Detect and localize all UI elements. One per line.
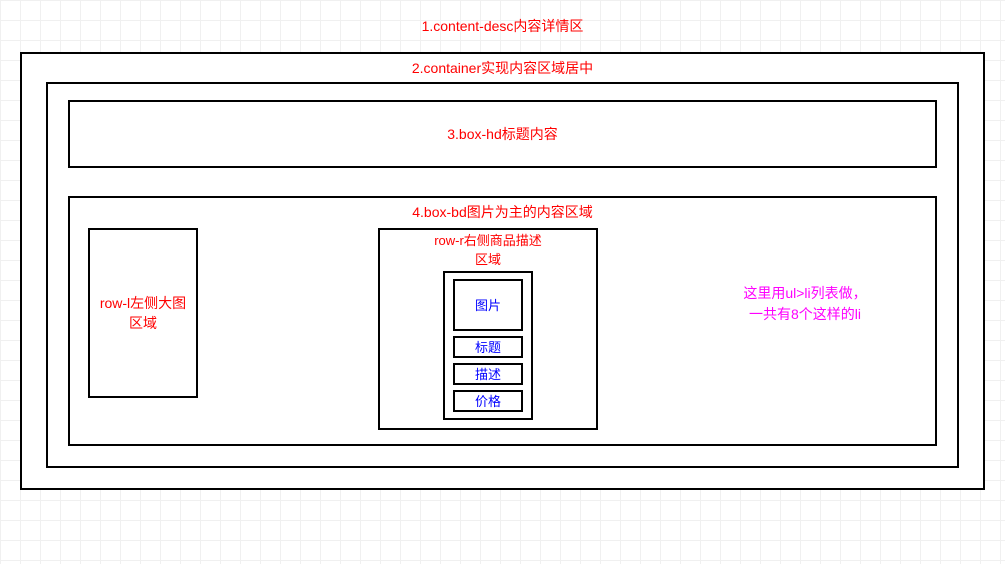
box-bd-annotation: 4.box-bd图片为主的内容区域 (70, 202, 935, 222)
hint-line-2: 一共有8个这样的li (715, 304, 895, 325)
box-hd: 3.box-hd标题内容 (68, 100, 937, 168)
content-desc-box: 2.container实现内容区域居中 3.box-hd标题内容 4.box-b… (20, 52, 985, 490)
row-r-label-2: 区域 (475, 252, 501, 269)
row-l-label-1: row-l左侧大图 (100, 293, 186, 313)
li-image-box: 图片 (453, 279, 523, 331)
li-title-box: 标题 (453, 336, 523, 358)
li-image-label: 图片 (475, 295, 501, 314)
container-annotation: 2.container实现内容区域居中 (46, 58, 959, 78)
li-price-box: 价格 (453, 390, 523, 412)
box-bd: 4.box-bd图片为主的内容区域 row-l左侧大图 区域 row-r右侧商品… (68, 196, 937, 446)
hint-line-1: 这里用ul>li列表做， (715, 283, 895, 304)
li-title-label: 标题 (475, 337, 501, 356)
row-r-box: row-r右侧商品描述 区域 图片 标题 描述 价格 (378, 228, 598, 430)
row-l-box: row-l左侧大图 区域 (88, 228, 198, 398)
li-desc-label: 描述 (475, 364, 501, 383)
content-desc-annotation: 1.content-desc内容详情区 (0, 16, 1005, 36)
box-bd-inner: row-l左侧大图 区域 row-r右侧商品描述 区域 图片 标题 (70, 228, 935, 430)
li-price-label: 价格 (475, 391, 501, 410)
li-item-box: 图片 标题 描述 价格 (443, 271, 533, 420)
row-r-label-1: row-r右侧商品描述 (434, 233, 542, 250)
li-desc-box: 描述 (453, 363, 523, 385)
ul-li-hint: 这里用ul>li列表做， 一共有8个这样的li (715, 283, 895, 325)
container-box: 3.box-hd标题内容 4.box-bd图片为主的内容区域 row-l左侧大图… (46, 82, 959, 468)
box-hd-annotation: 3.box-hd标题内容 (70, 124, 935, 144)
row-l-label-2: 区域 (129, 313, 157, 333)
